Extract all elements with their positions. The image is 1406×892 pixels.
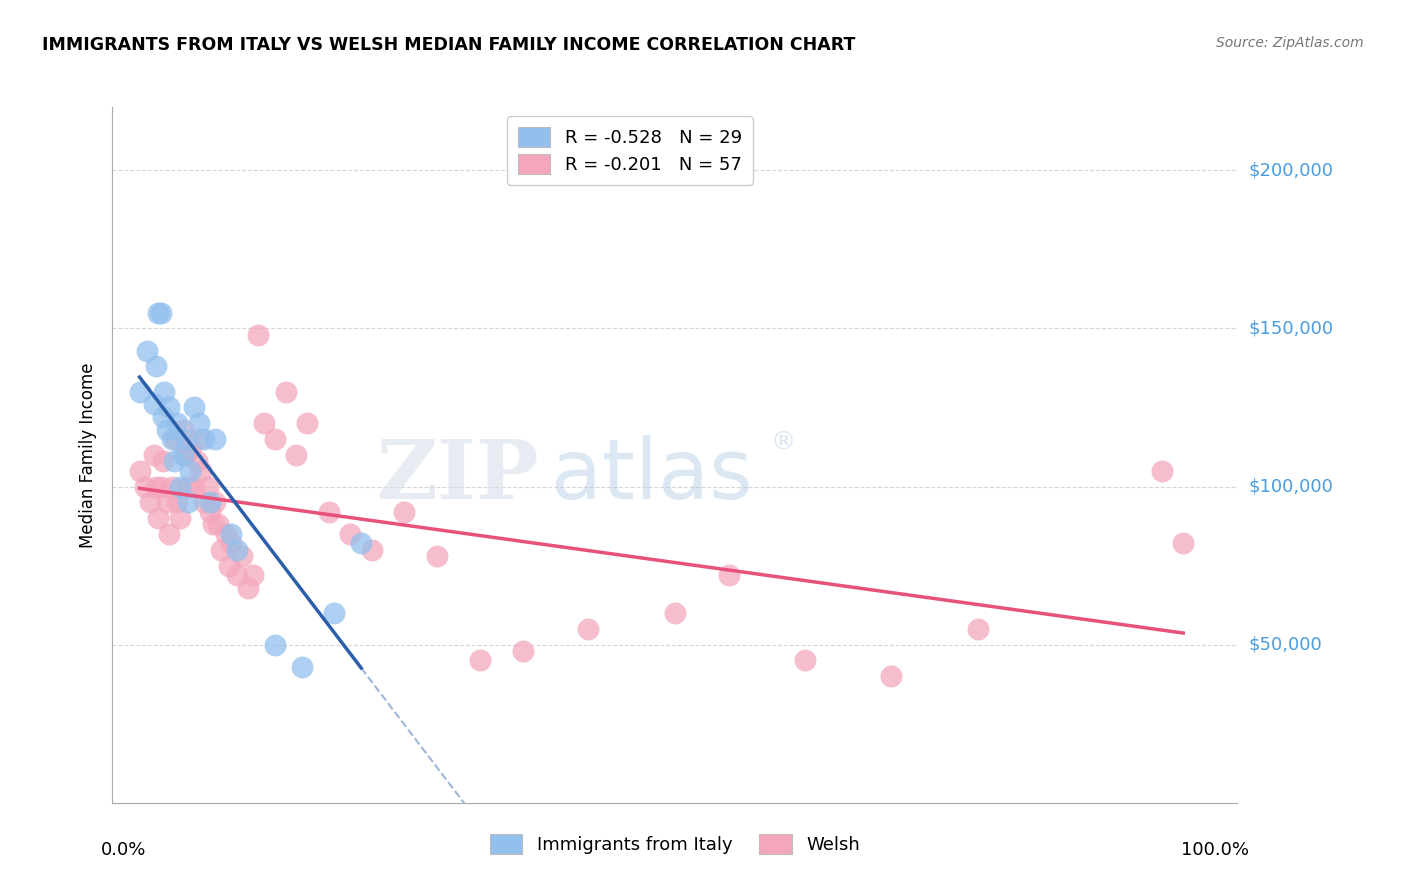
Point [576,622,599,636]
Point [145,479,167,493]
Point [183,401,205,415]
Point [177,479,200,493]
Point [166,495,188,509]
Point [142,397,165,411]
Point [134,479,156,493]
Point [152,454,174,468]
Point [221,536,243,550]
Point [218,558,240,573]
Point [247,327,270,342]
Point [1150,464,1173,478]
Point [242,568,264,582]
Point [221,527,243,541]
Point [179,464,201,478]
Point [318,505,340,519]
Point [136,343,159,358]
Point [142,448,165,462]
Point [263,638,285,652]
Point [165,432,187,446]
Text: 0.0%: 0.0% [101,841,146,859]
Point [285,448,308,462]
Point [157,401,180,415]
Point [207,517,229,532]
Point [202,517,225,532]
Point [291,660,314,674]
Point [339,527,361,541]
Point [152,409,174,424]
Point [717,568,740,582]
Point [664,606,686,620]
Text: IMMIGRANTS FROM ITALY VS WELSH MEDIAN FAMILY INCOME CORRELATION CHART: IMMIGRANTS FROM ITALY VS WELSH MEDIAN FA… [42,36,856,54]
Point [295,417,318,431]
Point [145,359,167,374]
Point [128,464,150,478]
Point [225,542,247,557]
Y-axis label: Median Family Income: Median Family Income [79,362,97,548]
Point [172,448,194,462]
Point [188,432,211,446]
Point [166,417,188,431]
Point [172,423,194,437]
Point [225,568,247,582]
Text: $150,000: $150,000 [1249,319,1333,337]
Point [880,669,903,683]
Text: $100,000: $100,000 [1249,477,1333,496]
Point [253,417,276,431]
Point [169,479,191,493]
Point [1173,536,1195,550]
Point [263,432,285,446]
Point [274,384,297,399]
Point [190,464,212,478]
Point [160,479,183,493]
Point [231,549,253,563]
Legend: Immigrants from Italy, Welsh: Immigrants from Italy, Welsh [481,825,869,863]
Point [394,505,416,519]
Point [188,417,211,431]
Point [150,305,173,319]
Point [323,606,346,620]
Point [426,549,449,563]
Point [361,542,384,557]
Point [146,305,169,319]
Point [197,479,219,493]
Point [198,495,221,509]
Text: $50,000: $50,000 [1249,636,1322,654]
Point [512,644,534,658]
Point [193,432,215,446]
Point [150,479,173,493]
Text: 100.0%: 100.0% [1181,841,1249,859]
Point [186,454,208,468]
Point [204,495,226,509]
Point [174,432,197,446]
Text: ZIP: ZIP [377,436,540,516]
Point [163,454,186,468]
Point [350,536,373,550]
Point [160,432,183,446]
Point [169,511,191,525]
Point [174,448,197,462]
Point [139,495,162,509]
Point [193,495,215,509]
Point [157,527,180,541]
Point [966,622,988,636]
Point [183,479,205,493]
Text: Source: ZipAtlas.com: Source: ZipAtlas.com [1216,36,1364,50]
Point [155,495,177,509]
Point [209,542,232,557]
Text: ®: ® [770,431,796,455]
Point [128,384,150,399]
Point [204,432,226,446]
Point [198,505,221,519]
Text: atlas: atlas [551,435,752,516]
Point [177,495,200,509]
Point [470,653,492,667]
Point [155,423,177,437]
Point [215,527,238,541]
Point [793,653,815,667]
Point [153,384,176,399]
Point [179,442,201,456]
Text: $200,000: $200,000 [1249,161,1333,179]
Point [236,581,259,595]
Point [146,511,169,525]
